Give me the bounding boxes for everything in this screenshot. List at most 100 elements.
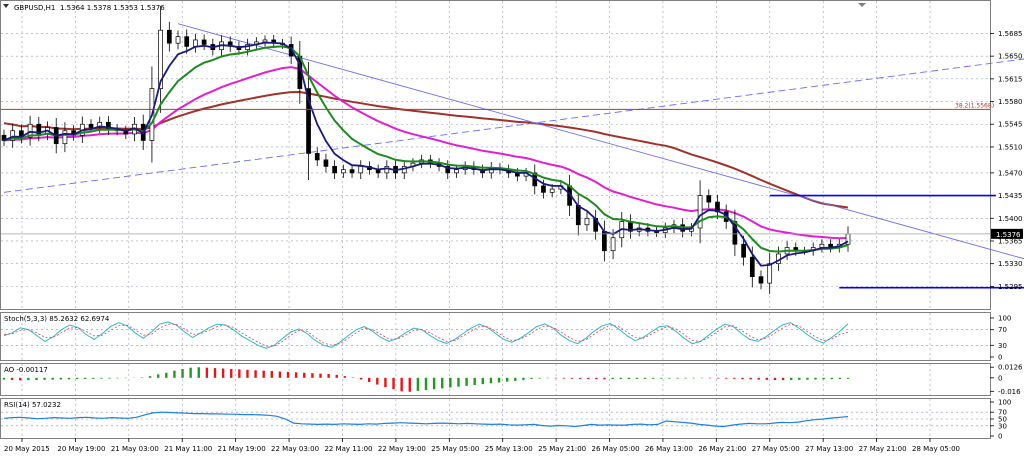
price-tick-label: 1.5295 — [998, 283, 1023, 291]
fast-moving-averages — [3, 41, 849, 267]
candle-body — [193, 39, 198, 47]
price-axis: 1.5685 1.5650 1.5615 1.5580 1.5545 1.5510 1.54… — [1, 30, 1023, 291]
candle-body — [697, 195, 703, 229]
price-tick-label: 1.5545 — [998, 121, 1023, 129]
candle-body — [358, 166, 364, 174]
candle-body — [27, 123, 33, 138]
candle-body — [541, 185, 546, 193]
candle-body — [610, 237, 616, 252]
time-tick-label: 20 May 2015 — [4, 445, 50, 453]
trend-lines — [3, 23, 1024, 260]
ao-label: AO -0.00117 — [4, 366, 48, 374]
candle-body — [741, 243, 746, 258]
indicator-tick-label: 30 — [998, 342, 1007, 350]
candle-body — [706, 195, 712, 203]
candle-body — [36, 123, 42, 135]
time-tick-label: 21 May 19:00 — [218, 445, 266, 453]
indicator-tick-label: 50 — [998, 416, 1007, 424]
candle-body — [454, 169, 459, 174]
expand-arrow-icon[interactable] — [3, 4, 9, 8]
rsi-line — [3, 411, 849, 428]
candle-body — [62, 130, 68, 145]
candle-body — [158, 29, 163, 89]
candle-body — [97, 121, 103, 128]
candle-body — [332, 166, 337, 174]
time-tick-label: 26 May 21:00 — [698, 445, 746, 453]
fib-level-label: 38.2(1.5568) — [955, 102, 994, 109]
candle-body — [166, 29, 172, 44]
candle-body — [584, 217, 590, 226]
price-tick-label: 1.5470 — [998, 169, 1023, 177]
candle-body — [262, 39, 268, 43]
candle-body — [758, 276, 764, 284]
candle-body — [715, 201, 720, 213]
chart-shift-icon[interactable] — [858, 3, 866, 7]
indicator-tick-label: 0.0126 — [998, 364, 1023, 372]
time-tick-label: 22 May 19:00 — [378, 445, 426, 453]
candle-body — [10, 130, 16, 141]
price-panel-frame — [0, 0, 991, 310]
candle-body — [306, 88, 311, 154]
candle-body — [384, 166, 390, 174]
time-tick-label: 22 May 03:00 — [271, 445, 319, 453]
price-tick-label: 1.5615 — [998, 75, 1023, 83]
price-tick-label: 1.5330 — [998, 260, 1023, 268]
candle-body — [349, 169, 355, 174]
trend-line — [177, 23, 1024, 260]
ohlc-header: 1.5364 1.5378 1.5353 1.5376 — [60, 4, 165, 12]
time-tick-label: 25 May 05:00 — [431, 445, 479, 453]
current-price-label: 1.5376 — [996, 231, 1021, 239]
indicator-grids — [21, 313, 931, 438]
indicator-tick-label: 70 — [998, 326, 1007, 334]
ao-panel-frame — [0, 363, 991, 396]
time-tick-label: 26 May 05:00 — [592, 445, 640, 453]
candle-body — [575, 204, 581, 226]
price-tick-label: 1.5400 — [998, 215, 1023, 223]
time-tick-label: 20 May 19:00 — [57, 445, 105, 453]
candle-body — [184, 36, 190, 47]
stoch-label: Stoch(5,3,3) 85.2632 62.6974 — [4, 315, 110, 323]
price-tick-label: 1.5510 — [998, 143, 1023, 151]
candle-body — [445, 166, 451, 174]
time-tick-label: 28 May 05:00 — [912, 445, 960, 453]
candle-body — [340, 169, 346, 174]
trend-line — [3, 58, 1024, 193]
horizontal-levels: 38.2(1.5568) — [1, 102, 1024, 289]
time-tick-label: 27 May 05:00 — [752, 445, 800, 453]
indicator-tick-label: 100 — [998, 399, 1011, 407]
indicator-tick-label: -0.016 — [998, 388, 1021, 396]
time-axis: 20 May 2015 20 May 19:00 21 May 03:00 21 Ma… — [4, 438, 960, 453]
indicator-tick-label: 0 — [998, 354, 1002, 362]
price-tick-label: 1.5685 — [998, 30, 1023, 38]
time-tick-label: 25 May 13:00 — [485, 445, 533, 453]
candle-body — [201, 39, 207, 45]
indicator-tick-label: 30 — [998, 422, 1007, 430]
current-price-badge — [991, 228, 1023, 239]
candle-body — [314, 153, 320, 161]
indicator-tick-label: 0 — [998, 374, 1002, 382]
stochastic-oscillator: 100 70 30 0 — [1, 315, 1011, 362]
candle-body — [549, 188, 555, 193]
indicator-tick-label: 70 — [998, 409, 1007, 417]
time-tick-label: 27 May 13:00 — [805, 445, 853, 453]
indicator-tick-label: 100 — [998, 315, 1011, 323]
symbol-header: GBPUSD,H1 — [14, 4, 55, 12]
awesome-oscillator: 0.0126 0 -0.016 — [2, 364, 1023, 396]
time-tick-label: 26 May 13:00 — [645, 445, 693, 453]
ma-fast-line — [3, 41, 849, 267]
stoch-main-line — [3, 321, 849, 349]
price-tick-label: 1.5365 — [998, 237, 1023, 245]
indicator-tick-label: 0 — [998, 433, 1002, 441]
stoch-panel-frame — [0, 312, 991, 361]
time-tick-label: 27 May 21:00 — [859, 445, 907, 453]
price-tick-label: 1.5650 — [998, 53, 1023, 61]
candle-body — [749, 256, 755, 278]
time-tick-label: 21 May 03:00 — [111, 445, 159, 453]
stoch-signal-line — [3, 323, 849, 347]
candle-body — [175, 36, 181, 44]
time-tick-label: 21 May 11:00 — [164, 445, 212, 453]
time-tick-label: 22 May 11:00 — [324, 445, 372, 453]
